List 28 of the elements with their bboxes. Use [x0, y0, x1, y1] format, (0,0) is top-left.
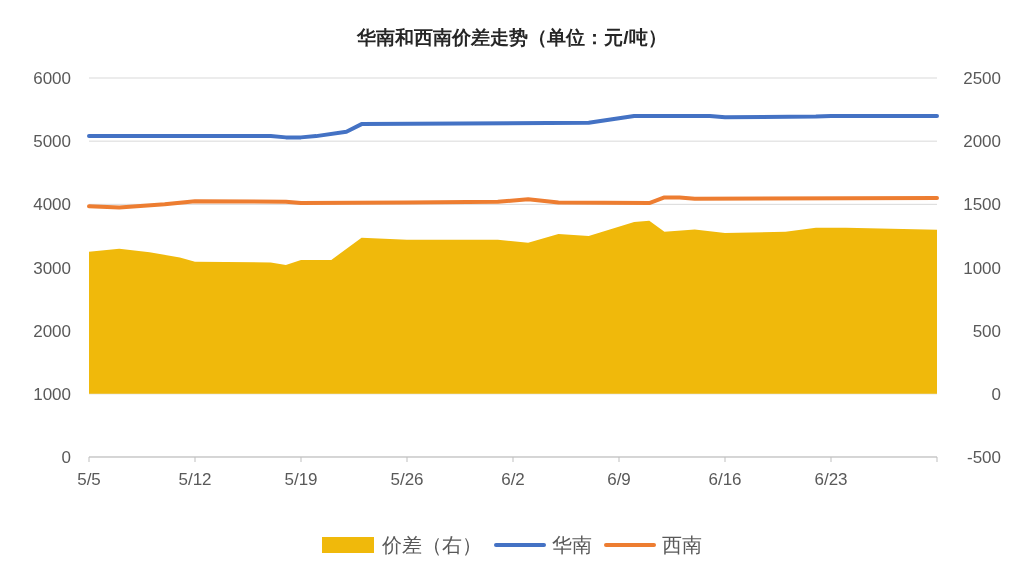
line-series — [87, 113, 939, 140]
y2-tick-label: 1000 — [963, 258, 1001, 278]
x-tick-label: 6/16 — [708, 470, 742, 489]
x-tick-label: 5/26 — [390, 470, 424, 489]
y2-tick-label: 1500 — [963, 195, 1001, 215]
legend-label: 西南 — [662, 534, 702, 556]
chart-title: 华南和西南价差走势（单位：元/吨） — [356, 27, 667, 48]
y-tick-label: 4000 — [33, 195, 71, 215]
x-tick-label: 6/9 — [607, 470, 631, 489]
x-tick-label: 5/19 — [284, 470, 318, 489]
legend-label: 华南 — [552, 534, 592, 556]
legend-label: 价差（右） — [381, 534, 482, 556]
y2-tick-label: 0 — [991, 384, 1001, 404]
y-tick-label: 0 — [61, 448, 71, 467]
y-tick-label: 1000 — [33, 384, 71, 404]
y2-tick-label: -500 — [966, 448, 1001, 467]
x-tick-label: 5/5 — [77, 470, 101, 489]
x-tick-label: 6/2 — [501, 470, 525, 489]
y-tick-label: 2000 — [33, 321, 71, 341]
y-tick-label: 6000 — [33, 69, 71, 88]
y-tick-label: 3000 — [33, 258, 71, 278]
y-tick-label: 5000 — [33, 132, 71, 152]
x-tick-label: 6/23 — [814, 470, 848, 489]
y2-tick-label: 500 — [972, 321, 1001, 341]
x-tick-label: 5/12 — [178, 470, 212, 489]
y2-tick-label: 2500 — [963, 69, 1001, 88]
y2-tick-label: 2000 — [963, 132, 1001, 152]
line-series — [87, 195, 939, 210]
